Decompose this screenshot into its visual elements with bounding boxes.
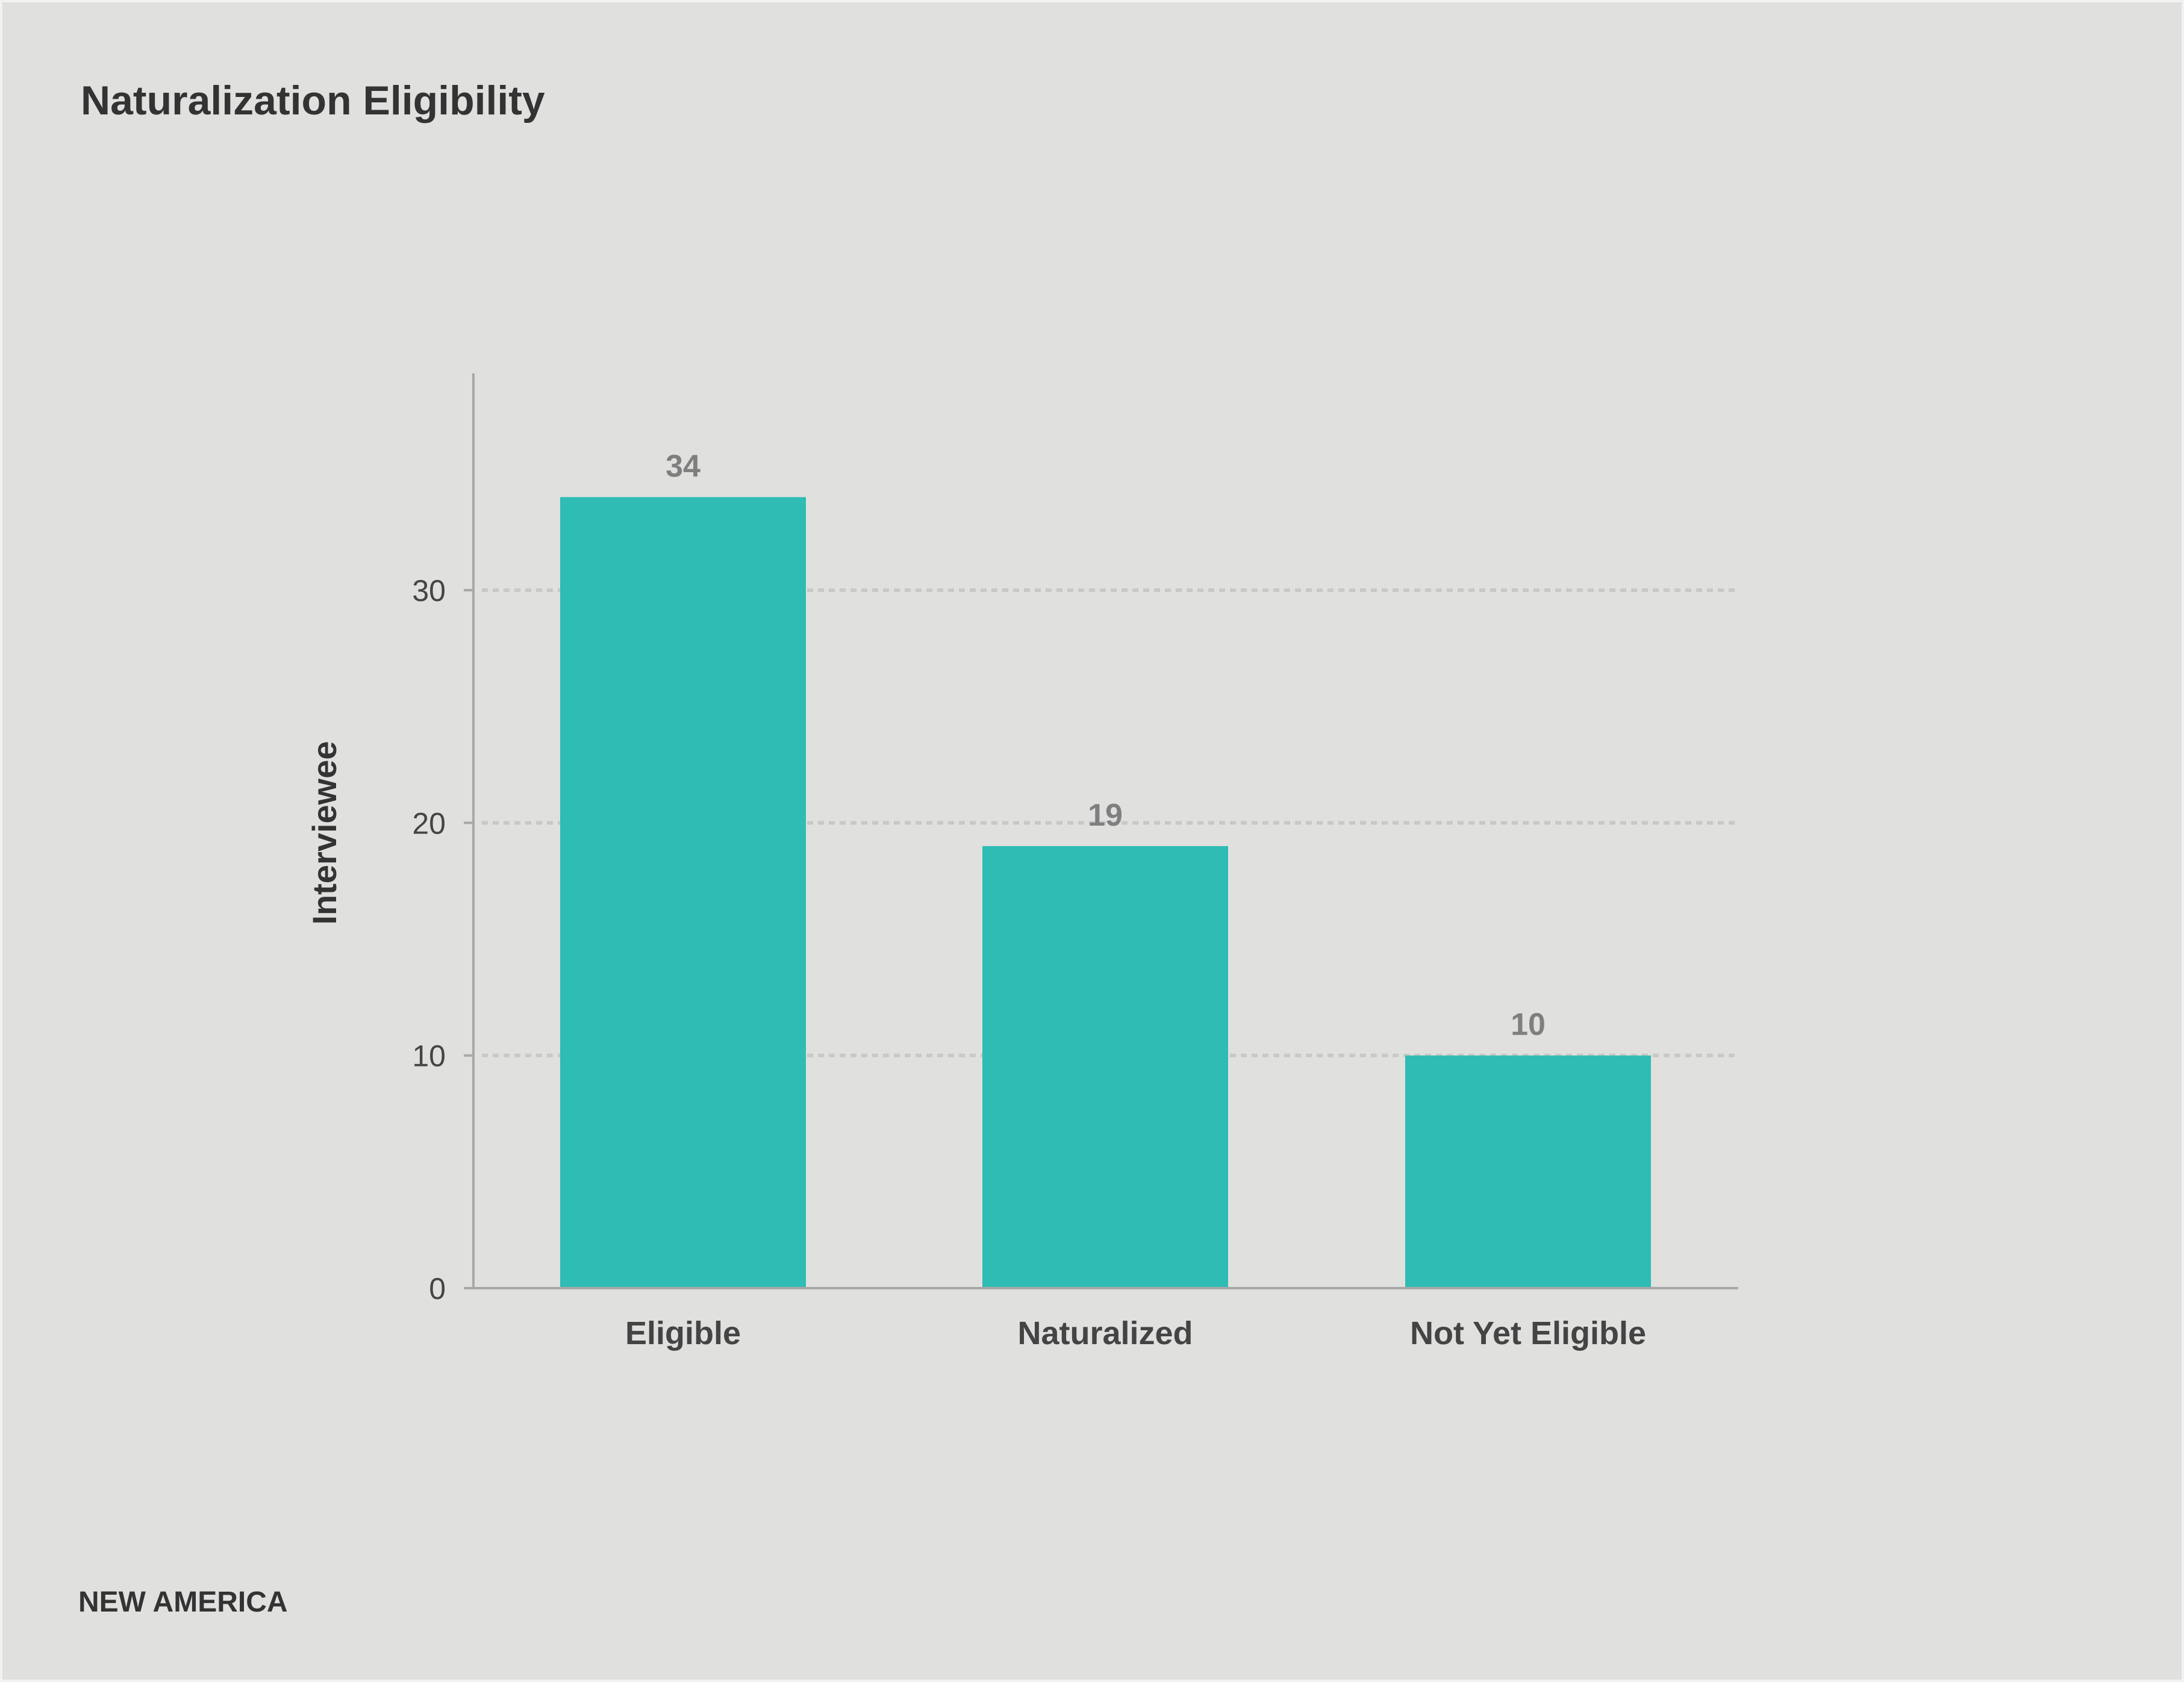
category-labels: Eligible Naturalized Not Yet Eligible (625, 1315, 1646, 1351)
brand-logo: NEW AMERICA (78, 1586, 288, 1618)
y-tick-label: 0 (429, 1272, 446, 1306)
bar-not-yet-eligible (1405, 1055, 1651, 1288)
y-axis-label: Interviewee (305, 741, 343, 924)
y-tick-label: 20 (412, 806, 446, 840)
value-label: 34 (666, 449, 700, 484)
x-tick-label: Naturalized (1017, 1315, 1193, 1351)
bar-naturalized (982, 846, 1228, 1288)
chart-title: Naturalization Eligibility (81, 78, 545, 123)
y-tick-label: 30 (412, 574, 446, 608)
bar-eligible (560, 497, 806, 1288)
bars: 34 19 10 (560, 449, 1651, 1288)
value-label: 19 (1088, 798, 1123, 833)
y-ticks: 0 10 20 30 (412, 574, 473, 1306)
y-tick-label: 10 (412, 1039, 446, 1073)
x-tick-label: Not Yet Eligible (1410, 1315, 1646, 1351)
value-label: 10 (1511, 1008, 1546, 1042)
x-tick-label: Eligible (625, 1315, 741, 1351)
